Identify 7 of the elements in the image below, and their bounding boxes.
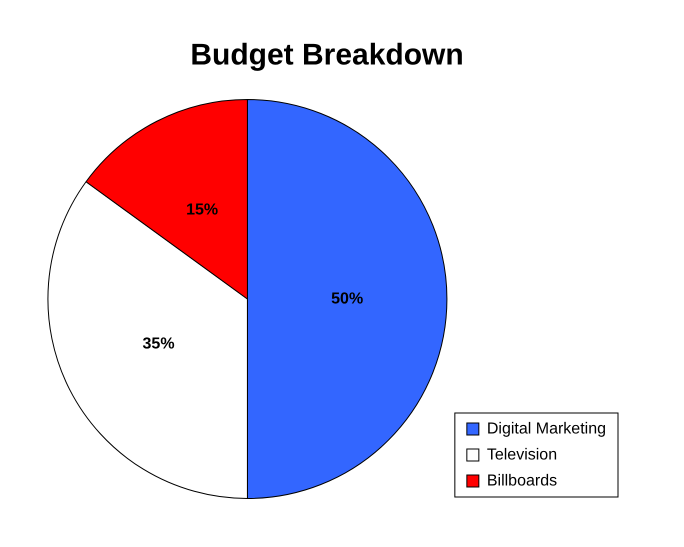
data-label: 15%	[186, 202, 218, 219]
legend-label: Billboards	[486, 472, 558, 490]
data-label: 35%	[142, 336, 175, 353]
legend-label: Digital Marketing	[486, 420, 606, 438]
legend-label: Television	[486, 446, 558, 464]
chart-title: Budget Breakdown	[190, 38, 464, 72]
data-label: 50%	[331, 290, 364, 308]
